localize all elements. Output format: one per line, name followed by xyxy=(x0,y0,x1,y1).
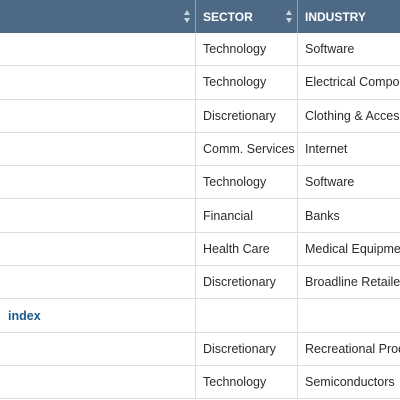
table-cell-industry: Recreational Products xyxy=(298,333,400,366)
table-cell-industry: Broadline Retailers xyxy=(298,266,400,300)
index-link[interactable]: index xyxy=(8,308,41,323)
table-cell-industry xyxy=(298,299,400,333)
table-cell-industry: Software xyxy=(298,33,400,67)
table-cell-industry: Internet xyxy=(298,133,400,167)
table-cell-sector: Financial xyxy=(196,199,298,233)
table-cell-sector: Technology xyxy=(196,166,298,200)
table-cell-name[interactable] xyxy=(0,66,196,100)
column-header-industry[interactable]: INDUSTRY xyxy=(298,0,400,33)
table-cell-name[interactable] xyxy=(0,266,196,300)
table-cell-sector: Discretionary xyxy=(196,332,298,366)
table-cell-name[interactable] xyxy=(0,332,196,366)
table-cell-sector: Comm. Services xyxy=(196,132,298,167)
table-cell-name[interactable] xyxy=(0,199,196,233)
table-cell-name[interactable] xyxy=(0,365,196,400)
table-cell-name[interactable] xyxy=(0,33,196,67)
table-cell-sector: Technology xyxy=(196,66,298,100)
table-cell-sector xyxy=(196,299,298,333)
table-cell-industry: Banks xyxy=(298,199,400,233)
column-header-sector-label: SECTOR xyxy=(203,9,253,24)
column-header-name[interactable] xyxy=(0,0,196,33)
table-cell-industry: Semiconductors xyxy=(298,366,400,400)
table-cell-industry: Medical Equipment xyxy=(298,233,400,267)
table-cell-sector: Discretionary xyxy=(196,99,298,133)
table-cell-name[interactable] xyxy=(0,132,196,167)
sort-arrows-icon[interactable] xyxy=(286,10,292,23)
table-cell-sector: Technology xyxy=(196,33,298,67)
table-cell-industry: Electrical Components xyxy=(298,66,400,100)
table-cell-sector: Technology xyxy=(196,365,298,400)
table-cell-name[interactable] xyxy=(0,232,196,267)
table-cell-industry: Software xyxy=(298,166,400,200)
table-cell-name: index xyxy=(0,299,196,333)
sort-arrows-icon[interactable] xyxy=(184,10,190,23)
table-cell-sector: Discretionary xyxy=(196,266,298,300)
table-cell-industry: Clothing & Accessories xyxy=(298,100,400,133)
table-cell-name[interactable] xyxy=(0,99,196,133)
table-cell-name[interactable] xyxy=(0,166,196,200)
column-header-industry-label: INDUSTRY xyxy=(305,9,366,24)
table-cell-sector: Health Care xyxy=(196,232,298,267)
column-header-sector[interactable]: SECTOR xyxy=(196,0,298,33)
